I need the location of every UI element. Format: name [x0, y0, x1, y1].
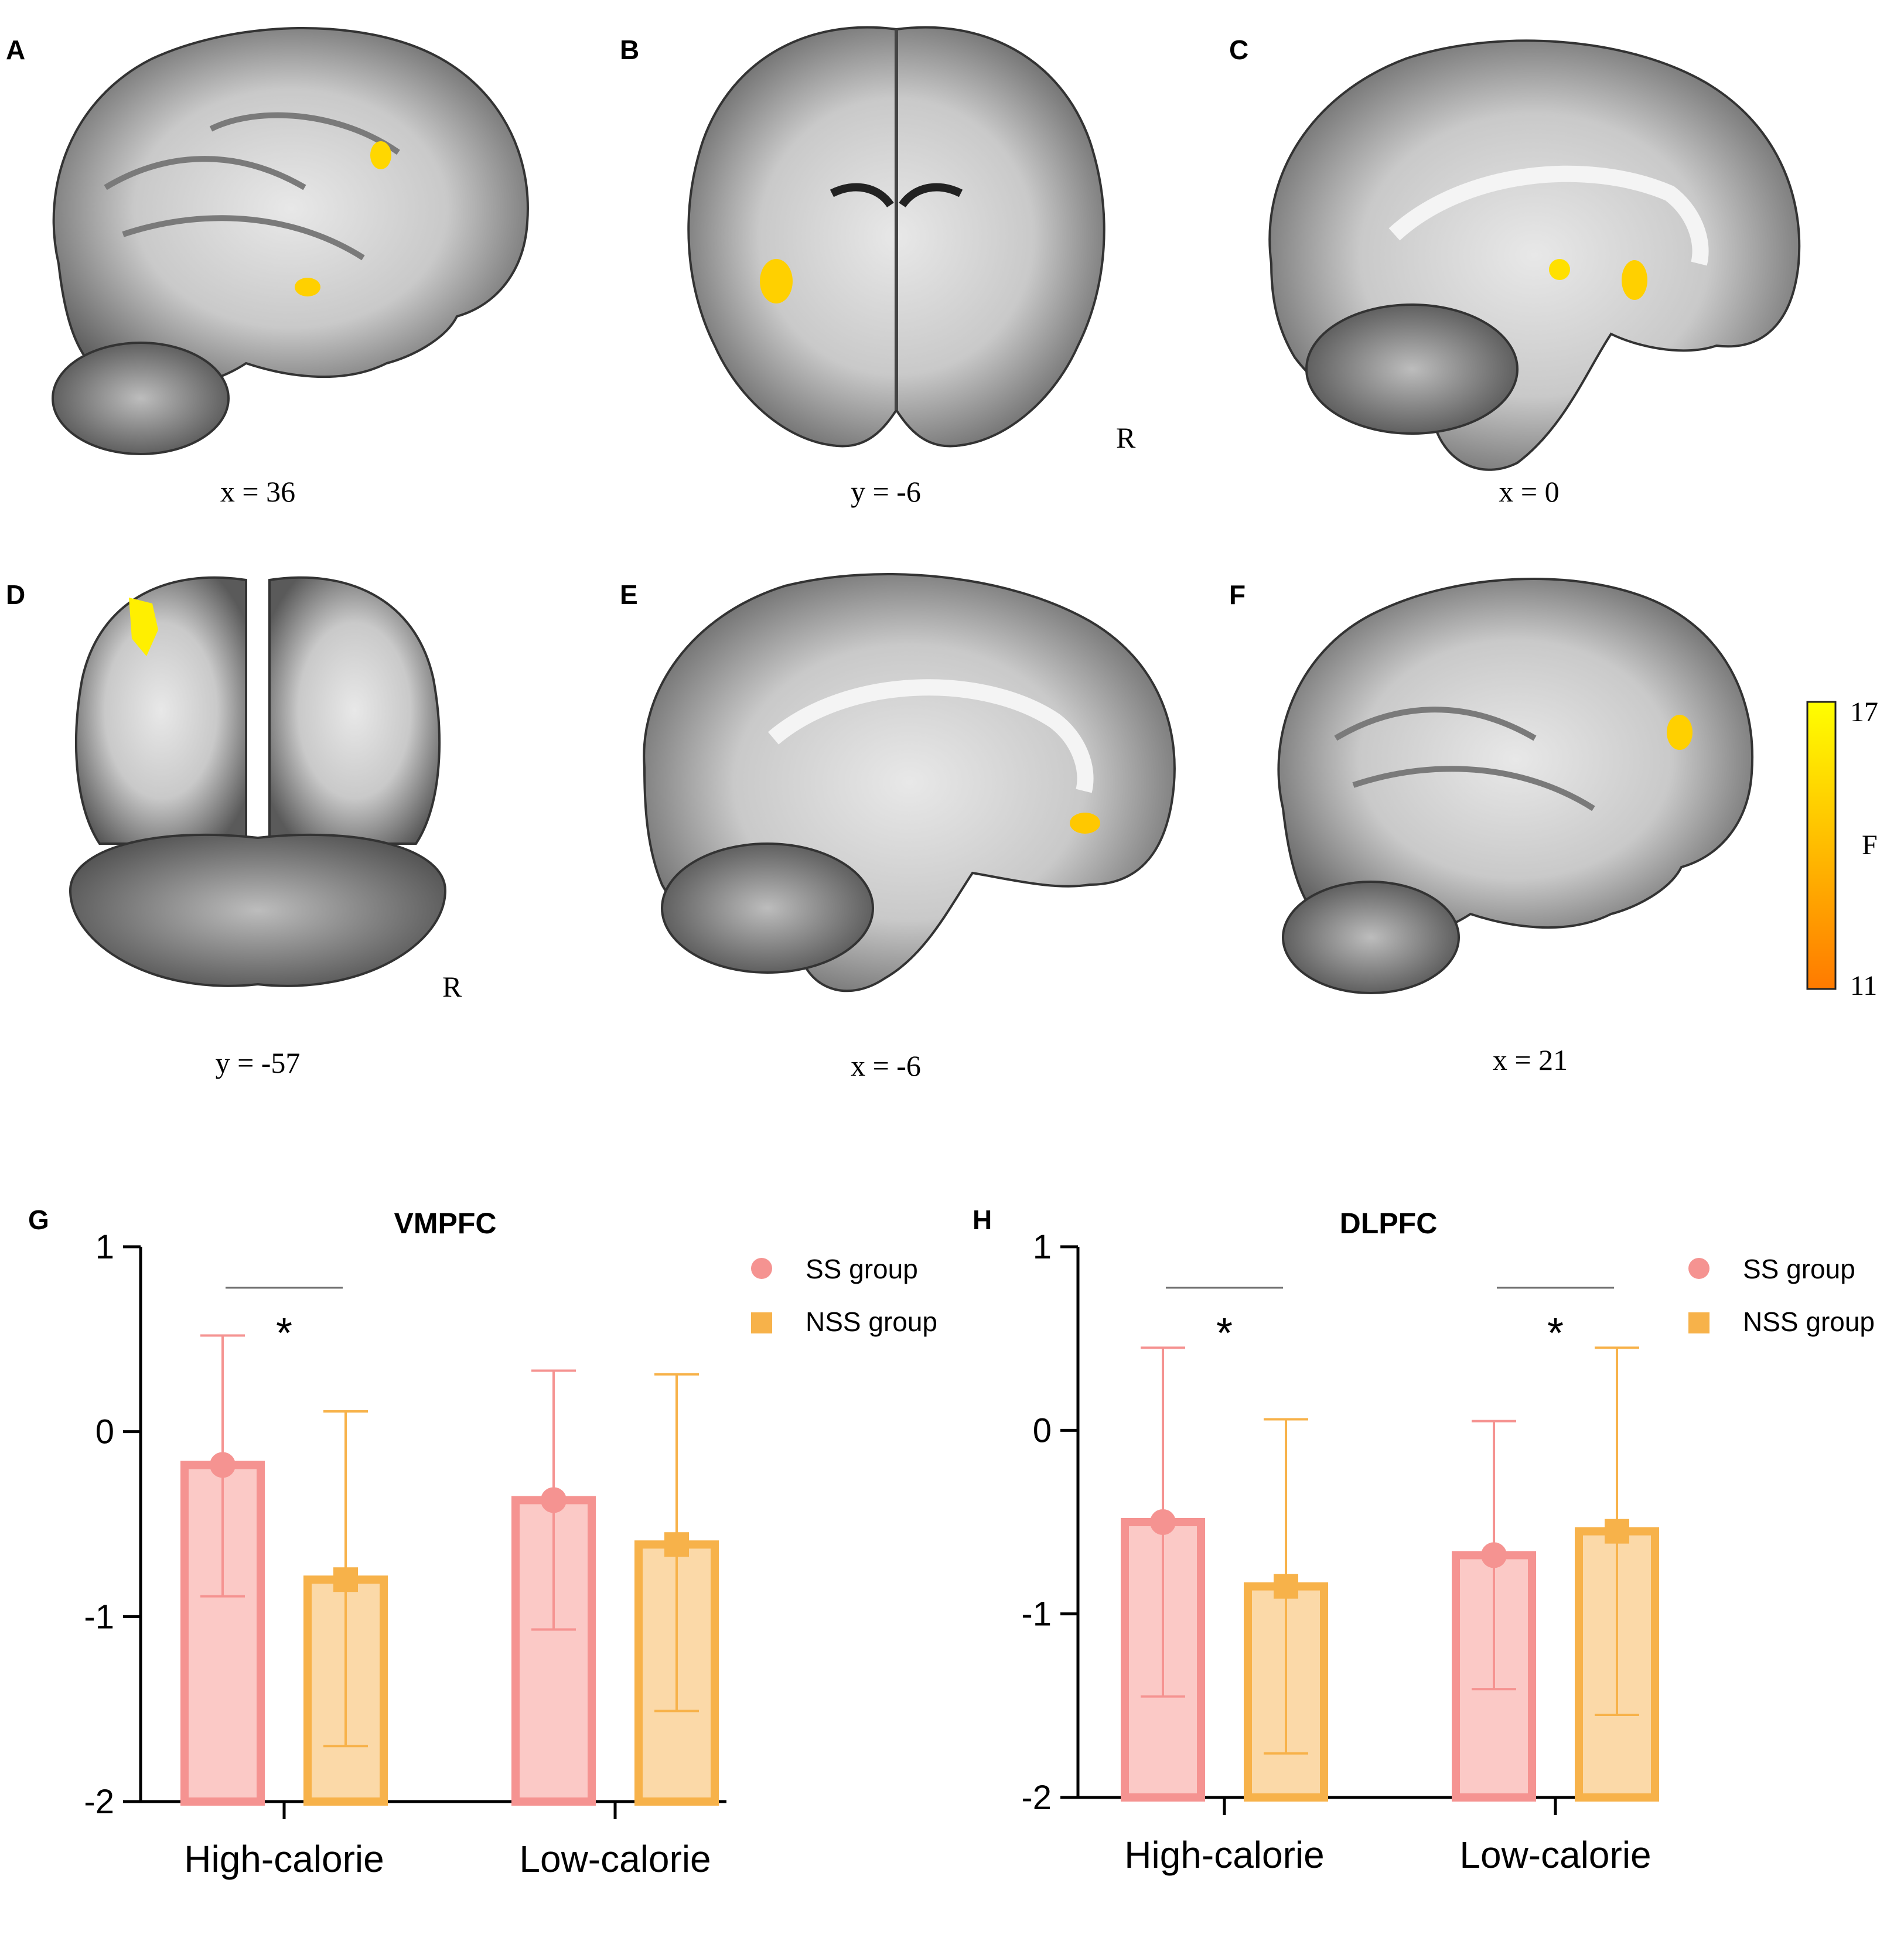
coord-label-f: x = 21	[1492, 1043, 1568, 1076]
brain-sagittal-f	[1277, 578, 1753, 994]
activation-blob	[129, 598, 158, 656]
brain-coronal-b	[687, 26, 1105, 448]
mean-marker	[1481, 1542, 1507, 1568]
coord-label-b: y = -6	[851, 475, 921, 508]
legend-nss-marker	[751, 1312, 772, 1333]
activation-blob	[1070, 813, 1100, 834]
legend-nss-label: NSS group	[1743, 1307, 1875, 1337]
panel-letter-c: C	[1229, 35, 1249, 65]
activation-blob	[1667, 715, 1693, 750]
y-tick-label: 0	[1033, 1411, 1052, 1449]
activation-blob	[295, 278, 320, 296]
colorbar-axis-label: F	[1862, 830, 1878, 861]
panel-letter-a: A	[6, 35, 26, 65]
brain-coronal-d	[69, 576, 447, 987]
panel-letter-d: D	[6, 579, 26, 610]
significance-star: *	[276, 1310, 292, 1357]
activation-blob	[760, 259, 793, 303]
y-tick-label: 0	[95, 1413, 114, 1451]
x-tick-label: High-calorie	[1124, 1834, 1324, 1876]
legend-ss-label: SS group	[806, 1254, 918, 1284]
mean-marker	[541, 1487, 567, 1513]
panel-letter-e: E	[620, 579, 638, 610]
mean-marker	[1605, 1519, 1629, 1544]
mean-marker	[1150, 1509, 1176, 1535]
y-tick-label: -2	[1021, 1779, 1052, 1817]
y-tick-label: 1	[95, 1228, 114, 1266]
y-tick-label: -1	[1021, 1595, 1052, 1633]
x-tick-label: Low-calorie	[519, 1838, 711, 1880]
panel-letter-b: B	[620, 35, 640, 65]
legend-nss-marker	[1688, 1312, 1709, 1333]
brain-medial-c	[1268, 39, 1801, 471]
brain-sagittal-a	[52, 27, 529, 455]
mean-marker	[1274, 1574, 1298, 1599]
bar	[180, 1461, 265, 1806]
mean-marker	[664, 1532, 689, 1557]
y-tick-label: -1	[84, 1598, 114, 1636]
chart-title: VMPFC	[394, 1207, 497, 1240]
coord-label-a: x = 36	[220, 475, 296, 508]
right-hemisphere-mark-d: R	[442, 970, 462, 1003]
panel-letter-f: F	[1229, 579, 1246, 610]
activation-blob	[1549, 259, 1570, 280]
y-tick-label: -2	[84, 1783, 114, 1821]
coord-label-d: y = -57	[215, 1046, 301, 1079]
y-tick-label: 1	[1033, 1228, 1052, 1266]
activation-blob	[370, 141, 391, 169]
coord-label-c: x = 0	[1499, 475, 1560, 508]
x-tick-label: Low-calorie	[1459, 1834, 1651, 1876]
mean-marker	[333, 1567, 358, 1592]
colorbar-max-label: 17	[1850, 697, 1878, 728]
legend-ss-marker	[1688, 1258, 1709, 1279]
chart-title: DLPFC	[1340, 1207, 1438, 1240]
right-hemisphere-mark-b: R	[1116, 421, 1136, 454]
legend-nss-label: NSS group	[806, 1307, 937, 1337]
mean-marker	[210, 1452, 236, 1478]
coord-label-e: x = -6	[851, 1049, 921, 1082]
significance-star: *	[1547, 1310, 1564, 1357]
panel-letter-h: H	[973, 1205, 992, 1235]
activation-blob	[1622, 260, 1647, 300]
f-colorbar	[1806, 701, 1837, 990]
legend-ss-label: SS group	[1743, 1254, 1855, 1284]
colorbar-min-label: 11	[1850, 970, 1878, 1001]
significance-star: *	[1216, 1310, 1233, 1357]
x-tick-label: High-calorie	[184, 1838, 384, 1880]
vmpfc-bar-chart: VMPFC 1 0 -1 -2 High-calorie Low-calorie * SS gr…	[84, 1207, 937, 1880]
panel-letter-g: G	[28, 1205, 49, 1235]
legend-ss-marker	[751, 1258, 772, 1279]
dlpfc-bar-chart: DLPFC 1 0 -1 -2 High-calorie Low-calorie * * SS g…	[1021, 1207, 1875, 1876]
brain-medial-e	[643, 573, 1176, 992]
